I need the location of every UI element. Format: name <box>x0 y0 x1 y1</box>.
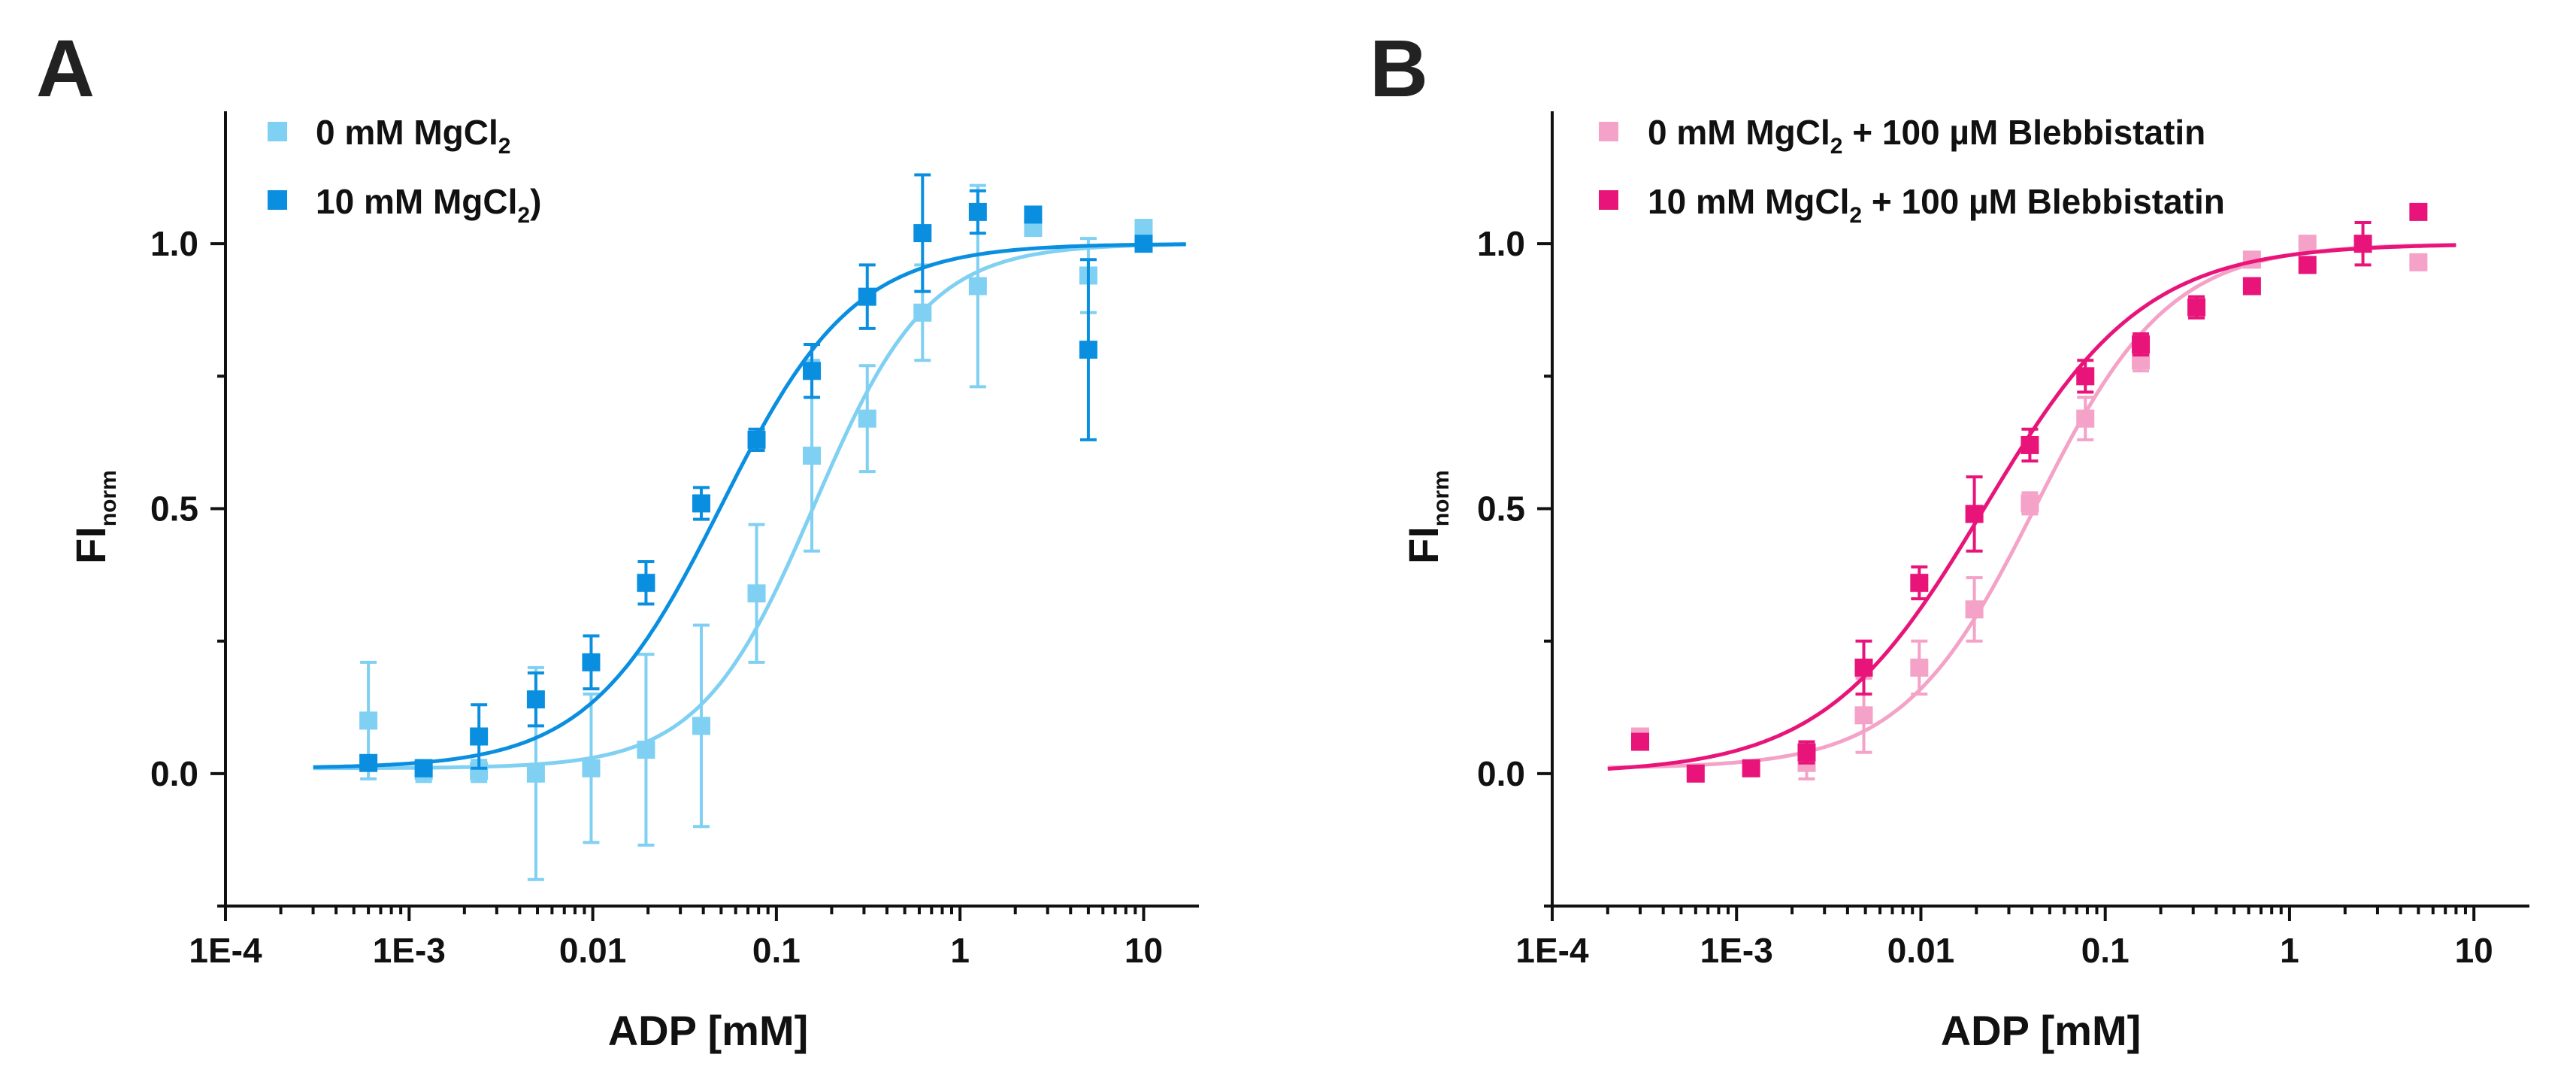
panel-b-data-point <box>1797 743 1816 762</box>
panel-a-y-tick-label: 0.5 <box>150 489 198 529</box>
panel-b-data-point <box>2076 367 2095 386</box>
panel-b-data-point <box>2409 253 2428 271</box>
panel-a-x-tick-label: 0.01 <box>559 931 627 970</box>
panel-a-data-point <box>858 409 876 428</box>
panel-a-data-point <box>637 741 655 759</box>
panel-b-data-point <box>2021 494 2039 513</box>
panel-a-data-point <box>913 224 932 243</box>
panel-b-data-point <box>1965 505 1984 523</box>
panel-b-data-point <box>2021 435 2039 454</box>
panel-b-data-point <box>1854 706 1873 725</box>
panel-a-data-point <box>1134 235 1153 253</box>
panel-a-x-axis-title: ADP [mM] <box>608 1007 809 1054</box>
panel-a-data-point <box>692 717 710 735</box>
panel-a-data-point <box>747 430 766 449</box>
legend-marker-0mm-blebbistatin <box>1599 122 1618 141</box>
panel-a-fit-curve-0-mm-mgcl2 <box>313 242 1186 771</box>
panel-a-data-point <box>359 753 378 772</box>
panel-a-fit-curve-10-mm-mgcl2 <box>313 242 1186 769</box>
panel-b-x-tick-label: 10 <box>2455 931 2493 970</box>
panel-b-data-point <box>2187 298 2206 317</box>
panel-a-x-tick-label: 0.1 <box>752 931 801 970</box>
panel-a-data-point <box>858 287 876 306</box>
legend-label-10mm: 10 mM MgCl2) <box>316 182 541 228</box>
panel-a-data-point <box>526 764 545 783</box>
panel-b-legend: 0 mM MgCl2 + 100 µM Blebbistatin 10 mM M… <box>1599 113 2225 228</box>
panel-a-data-point <box>414 759 433 777</box>
panel-b-data-point <box>1686 764 1705 783</box>
panel-a-data-point <box>582 759 601 777</box>
panel-b-x-axis-title: ADP [mM] <box>1941 1007 2142 1054</box>
panel-b-x-tick-label: 1E-4 <box>1515 931 1589 970</box>
legend-marker-10mm-blebbistatin <box>1599 190 1618 210</box>
panel-b-data-point <box>1631 732 1650 751</box>
panel-b-data-point <box>2132 335 2151 354</box>
panel-b-data-point <box>1854 658 1873 677</box>
panel-b-data-point <box>2242 277 2261 295</box>
panel-b-x-tick-label: 1E-3 <box>1700 931 1773 970</box>
panel-a-data-point <box>968 202 987 221</box>
panel-a: A 1E-4 1E-3 0.01 0.1 1 10 0.0 0.5 1.0 0 mM MgCl2… <box>36 23 1199 1054</box>
panel-b-x-tick-label: 1 <box>2280 931 2299 970</box>
panel-a-data-point <box>470 727 489 746</box>
panel-a-data-point <box>582 653 601 671</box>
legend-label-0mm-blebbistatin: 0 mM MgCl2 + 100 µM Blebbistatin <box>1648 113 2205 159</box>
panel-b-data-point <box>2354 235 2372 253</box>
legend-marker-0mm <box>268 122 287 141</box>
panel-b-x-tick-label: 0.1 <box>2081 931 2130 970</box>
panel-a-letter: A <box>36 23 95 114</box>
panel-b-data-point <box>2298 235 2317 253</box>
panel-a-x-tick-label: 10 <box>1125 931 1163 970</box>
panel-a-y-axis-title: FInorm <box>67 470 121 564</box>
panel-b-y-tick-label: 1.0 <box>1477 224 1525 263</box>
panel-b-y-axis-title: FInorm <box>1400 470 1454 564</box>
panel-a-data-point <box>1134 219 1153 238</box>
panel-b-data-point <box>2076 409 2095 428</box>
panel-b: B 1E-4 1E-3 0.01 0.1 1 10 0.0 0.5 1.0 0 mM MgCl2… <box>1370 23 2529 1054</box>
panel-a-data-point <box>803 362 822 380</box>
panel-a-data-point <box>359 711 378 730</box>
panel-b-data-point <box>1742 759 1760 777</box>
panel-b-data-point <box>1910 574 1929 592</box>
legend-marker-10mm <box>268 190 287 210</box>
panel-a-data-point <box>913 303 932 322</box>
panel-b-fit-curve-10-mm-mgcl2-100-m-blebbistatin <box>1607 243 2456 771</box>
panel-a-x-tick-label: 1E-4 <box>189 931 262 970</box>
legend-label-0mm: 0 mM MgCl2 <box>316 113 510 159</box>
panel-b-data-point <box>2409 202 2428 221</box>
panel-a-data-point <box>803 447 822 465</box>
panel-b-plot: 1E-4 1E-3 0.01 0.1 1 10 0.0 0.5 1.0 <box>1477 111 2529 970</box>
panel-a-data-point <box>692 494 710 513</box>
panel-a-y-tick-label: 1.0 <box>150 224 198 263</box>
panel-a-series-0-mm-mgcl2 <box>313 183 1186 881</box>
panel-a-data-point <box>747 584 766 603</box>
panel-b-series-0-mm-mgcl2-100-m-blebbistatin <box>1607 235 2456 780</box>
panel-a-data-point <box>1024 205 1043 224</box>
panel-b-y-tick-label: 0.0 <box>1477 754 1525 793</box>
panel-a-data-point <box>1079 341 1097 359</box>
panel-a-x-tick-label: 1E-3 <box>373 931 446 970</box>
panel-b-y-tick-label: 0.5 <box>1477 489 1525 529</box>
panel-a-series-10-mm-mgcl2 <box>313 173 1186 777</box>
panel-b-series-10-mm-mgcl2-100-m-blebbistatin <box>1607 202 2456 783</box>
panel-a-data-point <box>968 277 987 295</box>
panel-b-data-point <box>1910 658 1929 677</box>
panel-a-y-tick-label: 0.0 <box>150 754 198 793</box>
panel-a-plot: 1E-4 1E-3 0.01 0.1 1 10 0.0 0.5 1.0 <box>150 111 1199 970</box>
panel-b-data-point <box>2298 256 2317 274</box>
panel-a-legend: 0 mM MgCl2 10 mM MgCl2) <box>268 113 541 228</box>
panel-a-x-tick-label: 1 <box>950 931 970 970</box>
panel-b-data-point <box>1965 600 1984 619</box>
panel-b-x-tick-label: 0.01 <box>1887 931 1955 970</box>
panel-b-letter: B <box>1370 23 1428 114</box>
panel-a-data-point <box>526 690 545 709</box>
legend-label-10mm-blebbistatin: 10 mM MgCl2 + 100 µM Blebbistatin <box>1648 182 2225 228</box>
panel-a-data-point <box>637 574 655 592</box>
